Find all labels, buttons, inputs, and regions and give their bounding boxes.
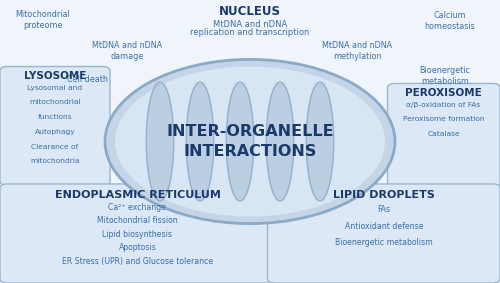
- FancyBboxPatch shape: [268, 184, 500, 283]
- Text: Bioenergetic metabolism: Bioenergetic metabolism: [335, 238, 433, 247]
- Text: Cell death: Cell death: [67, 75, 108, 84]
- Text: LIPID DROPLETS: LIPID DROPLETS: [333, 190, 435, 200]
- Ellipse shape: [186, 82, 214, 201]
- Text: MtDNA and nDNA
damage: MtDNA and nDNA damage: [92, 41, 162, 61]
- Text: mitochondria: mitochondria: [30, 158, 80, 164]
- Text: Apoptosis: Apoptosis: [118, 243, 156, 252]
- FancyBboxPatch shape: [0, 67, 110, 185]
- Text: Lysosomal and: Lysosomal and: [28, 85, 82, 91]
- Text: PEROXISOME: PEROXISOME: [405, 88, 482, 98]
- Text: FAs: FAs: [378, 205, 390, 215]
- Text: Catalase: Catalase: [427, 131, 460, 137]
- Ellipse shape: [306, 82, 334, 201]
- Text: LYSOSOME: LYSOSOME: [24, 71, 86, 82]
- Text: NUCLEUS: NUCLEUS: [219, 5, 281, 18]
- Text: Antioxidant defense: Antioxidant defense: [345, 222, 423, 231]
- Text: functions: functions: [38, 114, 72, 120]
- Ellipse shape: [146, 82, 174, 201]
- Text: Autophagy: Autophagy: [34, 129, 76, 135]
- Text: MtDNA and nDNA
methylation: MtDNA and nDNA methylation: [322, 41, 392, 61]
- FancyBboxPatch shape: [0, 184, 275, 283]
- FancyBboxPatch shape: [388, 83, 500, 188]
- Text: ENDOPLASMIC RETICULUM: ENDOPLASMIC RETICULUM: [54, 190, 220, 200]
- Ellipse shape: [226, 82, 254, 201]
- Ellipse shape: [105, 59, 395, 224]
- Text: MtDNA and nDNA: MtDNA and nDNA: [213, 20, 287, 29]
- Ellipse shape: [115, 67, 385, 216]
- Text: Bioenergetic
metabolism: Bioenergetic metabolism: [420, 66, 470, 87]
- Text: Mitochondrial
proteome: Mitochondrial proteome: [15, 10, 70, 30]
- Text: Calcium
homeostasis: Calcium homeostasis: [424, 11, 476, 31]
- Text: Ca²⁺ exchange: Ca²⁺ exchange: [108, 203, 166, 212]
- Text: Clearance of: Clearance of: [32, 143, 78, 150]
- Text: α/β-oxidation of FAs: α/β-oxidation of FAs: [406, 102, 480, 108]
- Text: mitochondrial: mitochondrial: [29, 99, 81, 106]
- Ellipse shape: [266, 82, 294, 201]
- Text: Mitochondrial fission: Mitochondrial fission: [97, 216, 178, 225]
- Text: INTER-ORGANELLE
INTERACTIONS: INTER-ORGANELLE INTERACTIONS: [166, 125, 334, 158]
- Text: replication and transcription: replication and transcription: [190, 28, 310, 37]
- Text: ER Stress (UPR) and Glucose tolerance: ER Stress (UPR) and Glucose tolerance: [62, 257, 213, 266]
- Text: Peroxisome formation: Peroxisome formation: [402, 116, 484, 123]
- Text: Lipid biosynthesis: Lipid biosynthesis: [102, 230, 172, 239]
